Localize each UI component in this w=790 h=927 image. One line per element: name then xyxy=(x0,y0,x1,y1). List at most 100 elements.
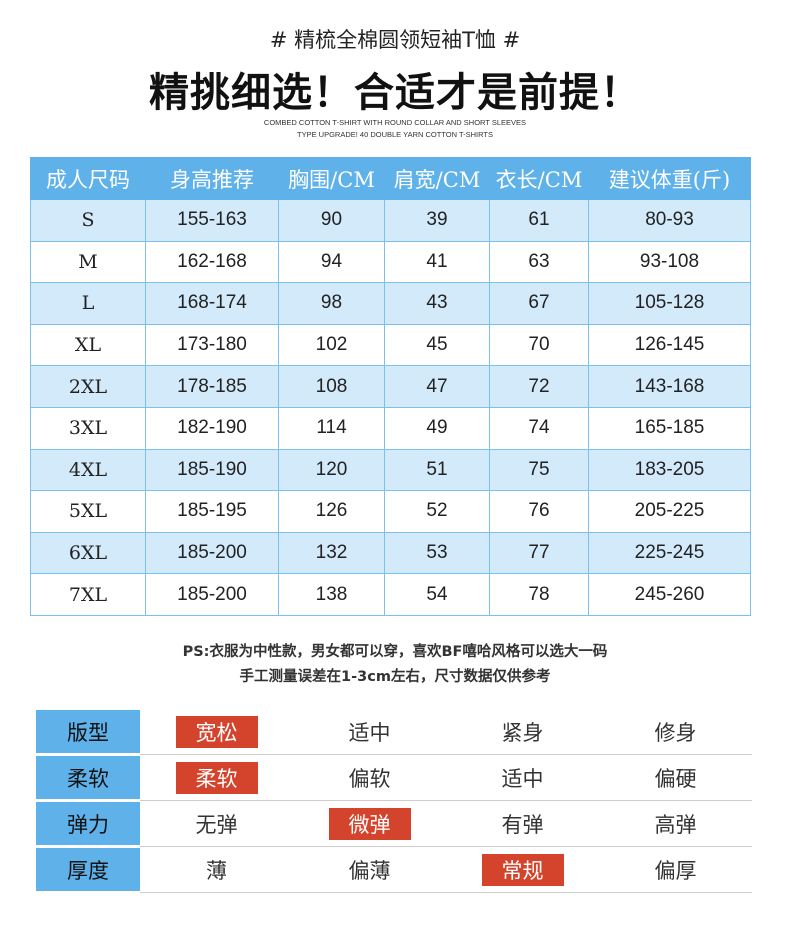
size-cell: 114 xyxy=(278,406,385,450)
product-tag: # 精梳全棉圆领短袖T恤 # xyxy=(269,28,521,52)
size-table: 成人尺码 身高推荐 胸围/CM 肩宽/CM 衣长/CM 建议体重(斤) S 155-163 9… xyxy=(30,157,751,616)
size-cell: 183-205 xyxy=(588,448,751,492)
attribute-label: 弹力 xyxy=(36,800,140,848)
size-cell: 165-185 xyxy=(588,406,751,450)
size-cell: 61 xyxy=(489,199,589,242)
size-cell: 7XL xyxy=(30,573,146,616)
attribute-cell: 薄 xyxy=(140,846,293,893)
size-cell: 185-195 xyxy=(145,490,279,533)
headline: 精挑细选！合适才是前提！ xyxy=(149,70,641,116)
size-cell: 94 xyxy=(278,240,385,284)
column-header: 衣长/CM xyxy=(489,157,589,200)
size-cell: 138 xyxy=(278,573,385,616)
size-cell: 185-200 xyxy=(145,573,279,616)
attribute-cell: 紧身 xyxy=(446,710,599,755)
size-cell: 67 xyxy=(489,282,589,325)
attribute-cell: 偏厚 xyxy=(599,846,752,893)
attribute-cell: 柔软 xyxy=(140,754,293,801)
size-cell: 52 xyxy=(384,490,490,533)
size-cell: 78 xyxy=(489,573,589,616)
column-header: 身高推荐 xyxy=(145,157,279,200)
size-row: 2XL 178-185 108 47 72 143-168 xyxy=(30,365,751,408)
size-cell: 47 xyxy=(384,365,490,408)
size-cell: 6XL xyxy=(30,531,146,575)
size-cell: 54 xyxy=(384,573,490,616)
size-cell: 98 xyxy=(278,282,385,325)
option: 无弹 xyxy=(195,812,238,837)
size-cell: 74 xyxy=(489,406,589,450)
size-cell: 4XL xyxy=(30,448,146,492)
option: 紧身 xyxy=(501,721,544,745)
english-line: TYPE UPGRADE! 40 DOUBLE YARN COTTON T-SH… xyxy=(296,130,494,139)
size-cell: 173-180 xyxy=(145,323,279,367)
option: 修身 xyxy=(654,721,697,745)
column-header: 肩宽/CM xyxy=(384,157,490,200)
column-header: 建议体重(斤) xyxy=(588,157,751,200)
attribute-table: 版型 宽松 适中 紧身 修身 柔软 柔软 偏软 适中 偏硬 弹力 无弹 微弹 有弹 高弹 厚度薄偏薄 常规 偏厚 xyxy=(36,710,752,894)
size-header: 成人尺码 身高推荐 胸围/CM 肩宽/CM 衣长/CM 建议体重(斤) xyxy=(30,157,751,200)
selected-option: 微弹 xyxy=(328,807,411,840)
attribute-cell: 有弹 xyxy=(446,800,599,847)
size-cell: 75 xyxy=(489,448,589,492)
size-cell: 126 xyxy=(278,490,385,533)
attribute-label: 柔软 xyxy=(36,754,140,802)
size-row: 6XL 185-200 132 53 77 225-245 xyxy=(30,531,751,575)
attribute-cell: 常规 xyxy=(446,846,599,893)
size-cell: 105-128 xyxy=(588,282,751,325)
size-row: 3XL 182-190 114 49 74 165-185 xyxy=(30,406,751,450)
size-cell: 185-190 xyxy=(145,448,279,492)
size-cell: 90 xyxy=(278,199,385,242)
option: 适中 xyxy=(348,721,391,745)
size-cell: 53 xyxy=(384,531,490,575)
size-row: L 168-174 98 43 67 105-128 xyxy=(30,282,751,325)
option: 适中 xyxy=(501,766,544,791)
size-cell: 185-200 xyxy=(145,531,279,575)
size-cell: 51 xyxy=(384,448,490,492)
size-cell: 93-108 xyxy=(588,240,751,284)
size-row: S 155-163 90 39 61 80-93 xyxy=(30,199,751,242)
note: 手工测量误差在1-3cm左右，尺寸数据仅供参考 xyxy=(239,669,551,685)
selected-option: 宽松 xyxy=(175,716,258,748)
size-cell: 5XL xyxy=(30,490,146,533)
attribute-row: 柔软 柔软 偏软 适中 偏硬 xyxy=(36,754,752,802)
note: PS:衣服为中性款，男女都可以穿，喜欢BF嘻哈风格可以选大一码 xyxy=(182,644,608,660)
attribute-cell: 宽松 xyxy=(140,710,293,755)
size-cell: 39 xyxy=(384,199,490,242)
size-cell: 43 xyxy=(384,282,490,325)
size-cell: 132 xyxy=(278,531,385,575)
size-cell: 126-145 xyxy=(588,323,751,367)
option: 偏硬 xyxy=(654,766,697,791)
size-cell: 245-260 xyxy=(588,573,751,616)
size-row: XL 173-180 102 45 70 126-145 xyxy=(30,323,751,367)
size-cell: 45 xyxy=(384,323,490,367)
option: 有弹 xyxy=(501,812,544,837)
column-header: 胸围/CM xyxy=(278,157,385,200)
size-cell: 205-225 xyxy=(588,490,751,533)
size-cell: 182-190 xyxy=(145,406,279,450)
size-cell: 72 xyxy=(489,365,589,408)
attribute-label: 厚度 xyxy=(36,846,140,894)
size-cell: 76 xyxy=(489,490,589,533)
column-header: 成人尺码 xyxy=(30,157,146,200)
size-cell: 41 xyxy=(384,240,490,284)
attribute-cell: 偏薄 xyxy=(293,846,446,893)
attribute-row: 版型 宽松 适中 紧身 修身 xyxy=(36,710,752,756)
size-cell: 143-168 xyxy=(588,365,751,408)
attribute-cell: 修身 xyxy=(599,710,752,755)
size-cell: S xyxy=(30,199,146,242)
size-row: 7XL 185-200 138 54 78 245-260 xyxy=(30,573,751,616)
attribute-cell: 偏软 xyxy=(293,754,446,801)
size-cell: 155-163 xyxy=(145,199,279,242)
size-cell: 2XL xyxy=(30,365,146,408)
attribute-row: 弹力 无弹 微弹 有弹 高弹 xyxy=(36,800,752,848)
selected-option: 常规 xyxy=(481,853,564,886)
attribute-cell: 适中 xyxy=(293,710,446,755)
size-row: 5XL 185-195 126 52 76 205-225 xyxy=(30,490,751,533)
size-cell: 108 xyxy=(278,365,385,408)
size-cell: 162-168 xyxy=(145,240,279,284)
attribute-row: 厚度 薄 偏薄 常规 偏厚 xyxy=(36,846,752,894)
option: 偏厚 xyxy=(654,858,697,883)
option: 高弹 xyxy=(654,812,697,837)
size-cell: 63 xyxy=(489,240,589,284)
size-cell: 120 xyxy=(278,448,385,492)
